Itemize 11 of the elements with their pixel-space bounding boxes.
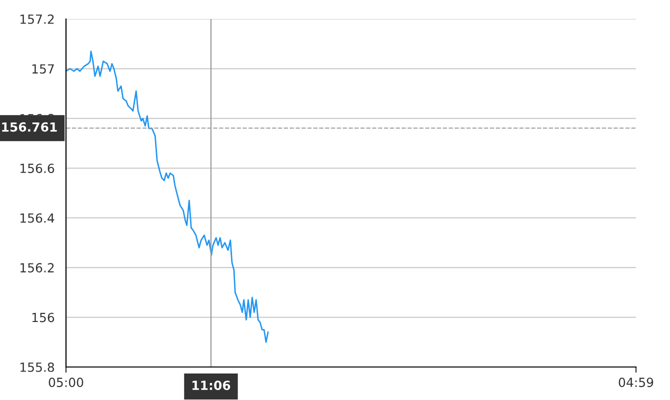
y-tick-label: 156.6 (20, 164, 54, 174)
y-tick-label: 157.2 (20, 14, 54, 24)
y-tick-label: 155.8 (20, 362, 54, 372)
y-tick-label: 157 (32, 64, 54, 74)
x-tick-label: 04:59 (618, 378, 654, 388)
ref-line-label: 11:06 (192, 380, 230, 390)
y-tick-label: 156.2 (20, 263, 54, 272)
y-tick-label: 156 (32, 312, 54, 322)
y-tick-label: 156.4 (20, 213, 54, 223)
ref-line-label: 156.761 (2, 122, 57, 132)
x-tick-label: 05:00 (48, 378, 84, 388)
